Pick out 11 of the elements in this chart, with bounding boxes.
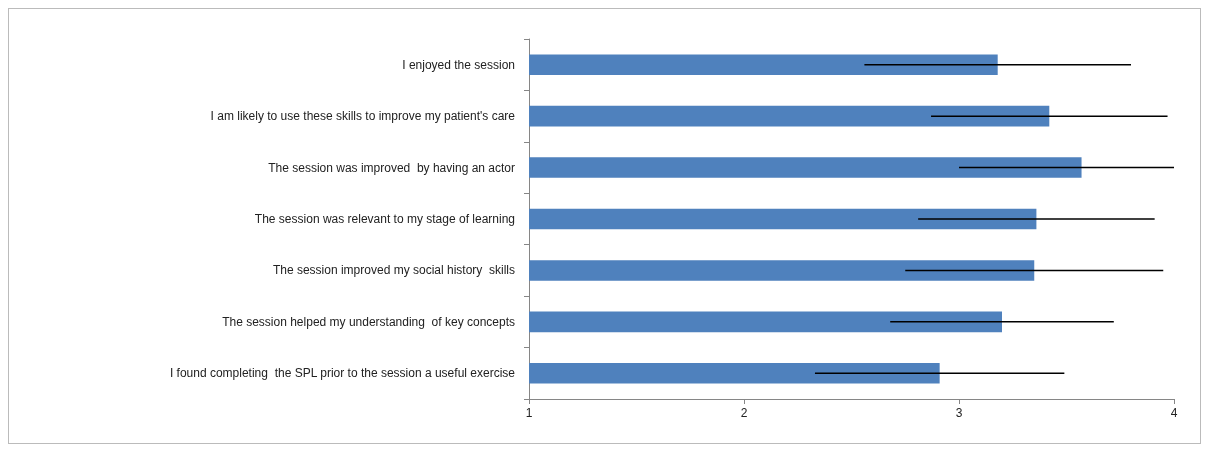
y-tick-label: The session helped my understanding of key concepts xyxy=(222,314,515,329)
y-tick-label: I am likely to use these skills to improve my patient's care xyxy=(210,109,516,124)
x-tick-label: 1 xyxy=(525,406,533,420)
x-tick-label: 4 xyxy=(1170,406,1178,420)
y-tick-label: The session improved my social history skills xyxy=(272,263,515,278)
y-tick-label: The session was relevant to my stage of learning xyxy=(254,212,515,226)
y-tick-label: I found completing the SPL prior to the session a useful exercise xyxy=(169,366,516,381)
y-tick-label: I enjoyed the session xyxy=(402,57,515,72)
x-tick-label: 2 xyxy=(740,406,748,420)
x-tick-label: 3 xyxy=(955,406,963,420)
y-tick-label: The session was improved by having an actor xyxy=(268,160,515,175)
